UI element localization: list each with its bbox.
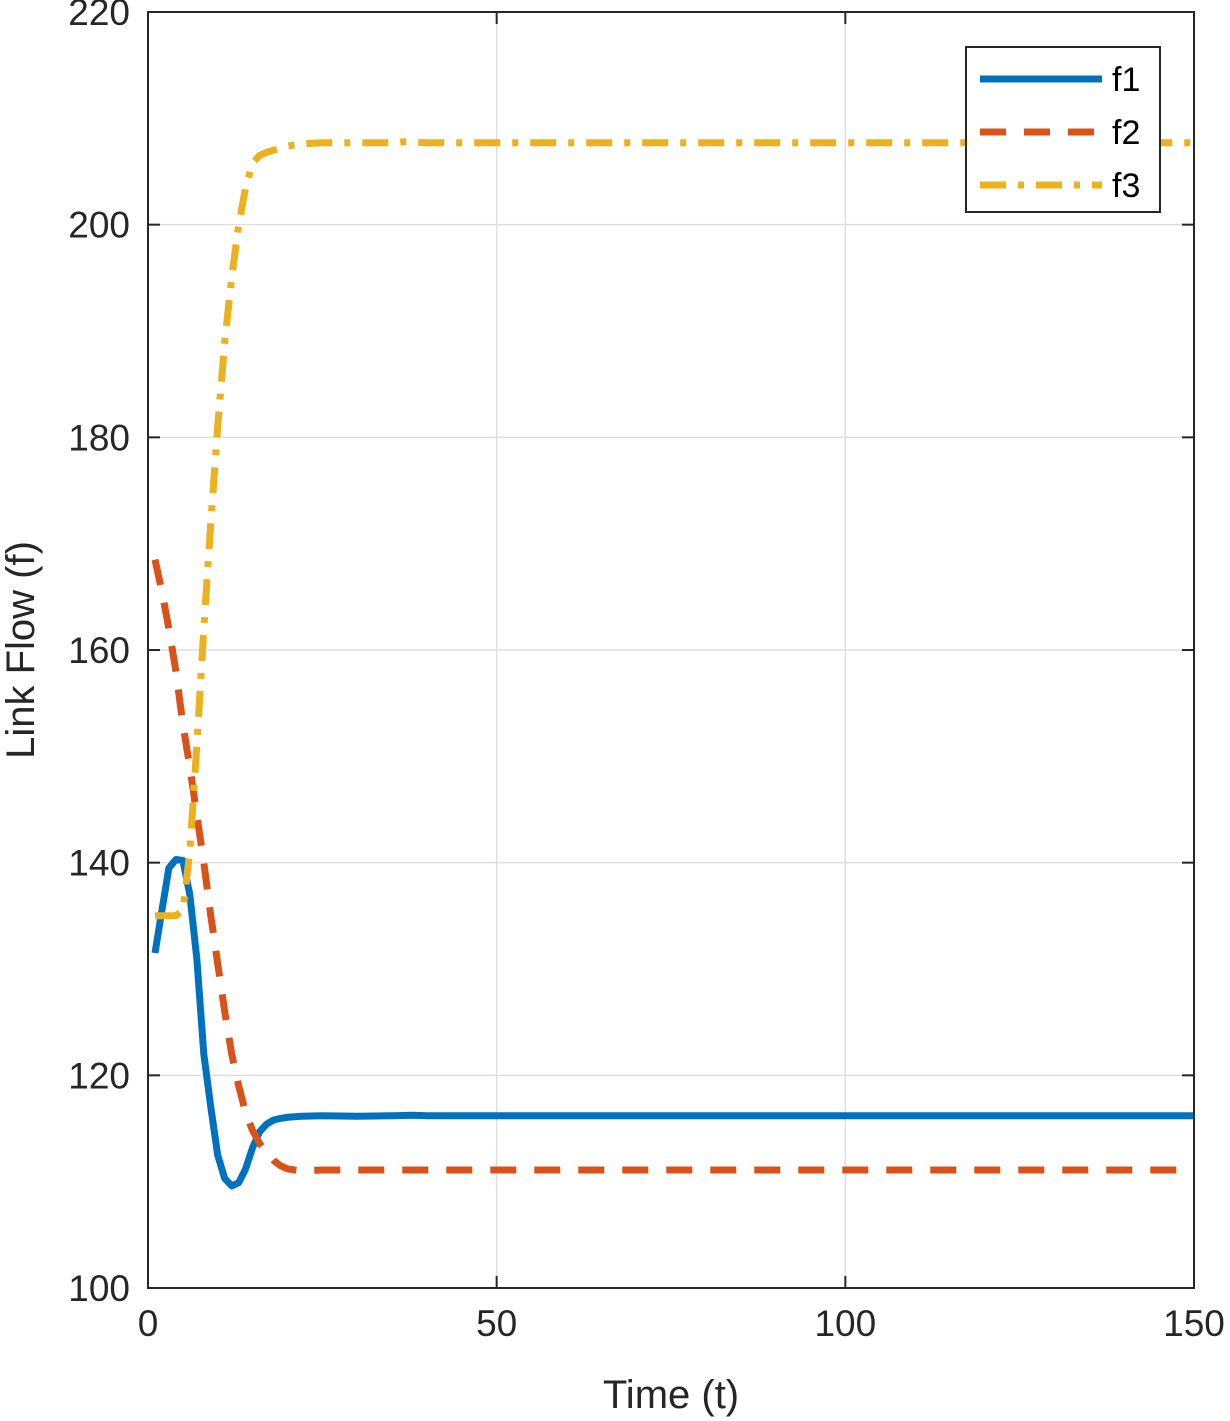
- x-tick-label: 50: [476, 1303, 517, 1344]
- series-lines: [151, 138, 1194, 1190]
- legend-label-f2: f2: [1112, 114, 1140, 152]
- legend-label-f3: f3: [1112, 167, 1140, 205]
- y-tick-label: 140: [68, 843, 130, 884]
- series-line-f1: [151, 856, 1194, 1190]
- axis-ticks: 0 50 100 150 100 120 140 160 180 200 220: [68, 0, 1225, 1344]
- y-tick-label: 120: [68, 1055, 130, 1096]
- x-tick-label: 100: [814, 1303, 876, 1344]
- series-line-f3: [155, 138, 1194, 920]
- grid-lines: [148, 12, 1194, 1288]
- x-tick-label: 0: [138, 1303, 159, 1344]
- y-axis-label: Link Flow (f): [0, 541, 43, 759]
- y-tick-label: 100: [68, 1268, 130, 1309]
- y-tick-label: 220: [68, 0, 130, 33]
- legend-label-f1: f1: [1112, 61, 1140, 99]
- y-tick-label: 160: [68, 630, 130, 671]
- series-line-f2: [151, 558, 1194, 1175]
- legend: f1 f2 f3: [965, 46, 1161, 213]
- y-tick-label: 200: [68, 205, 130, 246]
- x-axis-label: Time (t): [603, 1373, 739, 1417]
- y-tick-label: 180: [68, 417, 130, 458]
- x-tick-label: 150: [1163, 1303, 1225, 1344]
